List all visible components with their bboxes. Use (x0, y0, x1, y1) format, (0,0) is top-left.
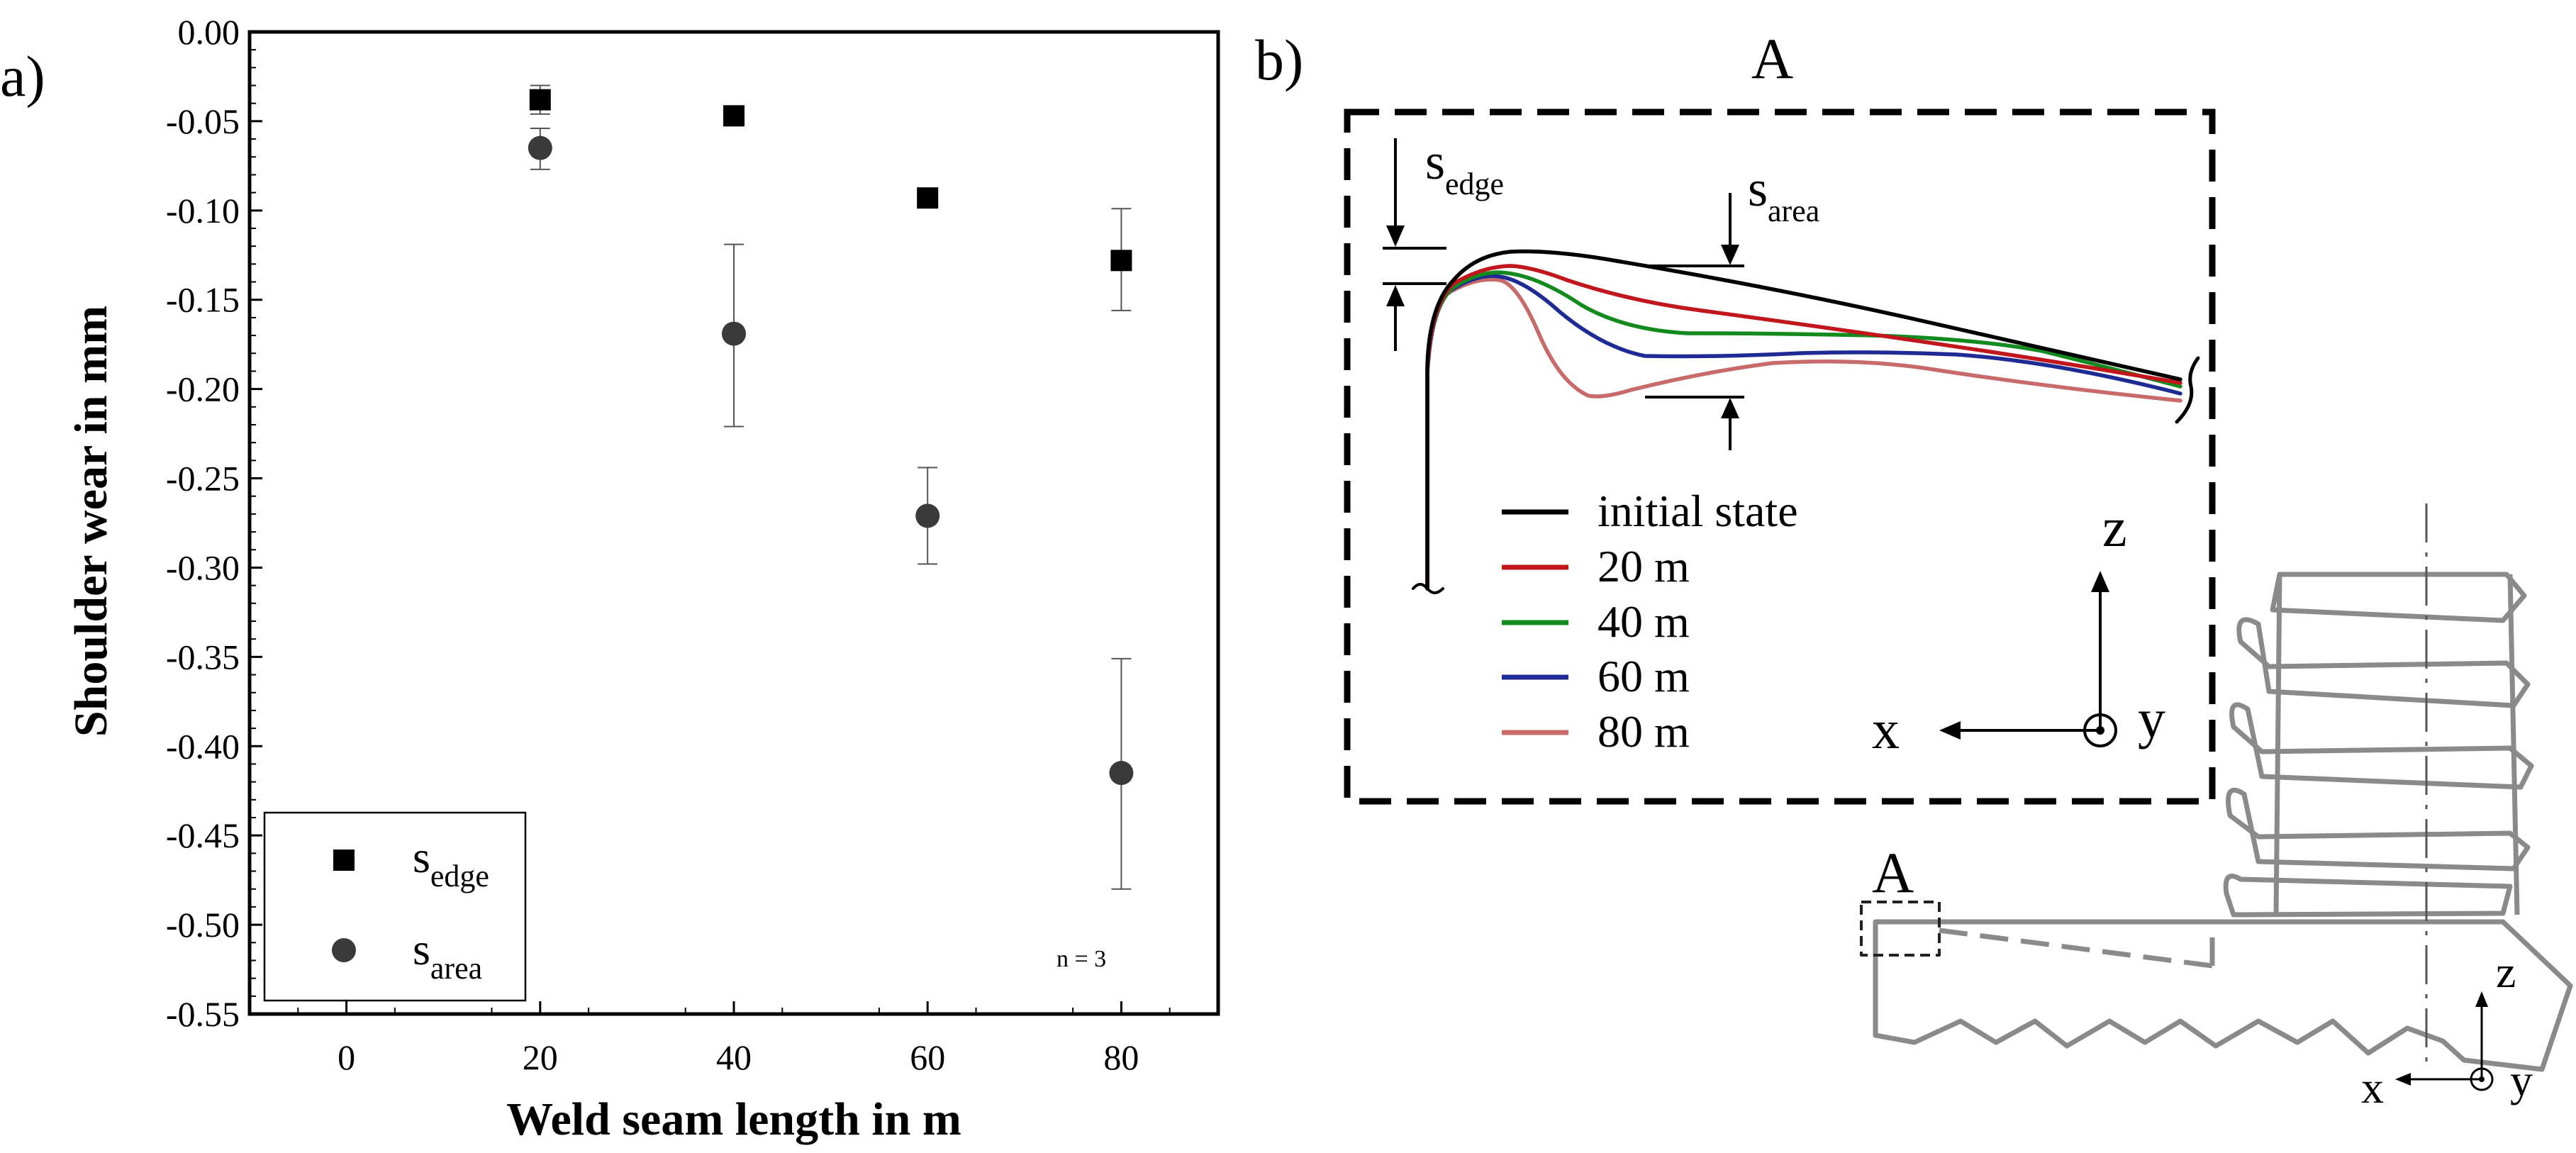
s-area-dimension (1645, 193, 1744, 450)
legend-box (263, 811, 527, 1002)
plot-frame (247, 30, 1220, 1016)
legend-label-40m: 40 m (1598, 596, 1690, 647)
y-tick-label: -0.25 (166, 459, 240, 498)
point-s_area (528, 135, 552, 160)
x-axis-label: Weld seam length in m (506, 1093, 961, 1145)
panel-b-label: b) (1255, 28, 1303, 92)
legend: sedge sarea (263, 811, 527, 1002)
legend-marker-s-area (332, 938, 356, 962)
point-s_edge (723, 105, 745, 127)
point-s_edge (917, 187, 939, 209)
y-tick-label: -0.15 (166, 280, 240, 320)
profile-20m (1425, 264, 2182, 591)
detail-ref-label: A (1872, 840, 1914, 905)
legend-label-s-edge: sedge (413, 832, 489, 893)
y-tick-label: -0.05 (166, 101, 240, 141)
y-axis-label: Shoulder wear in mm (65, 306, 117, 737)
large-axis-y-label: y (2138, 688, 2165, 750)
legend-label-60m: 60 m (1598, 651, 1690, 701)
small-axis-z-label: z (2496, 947, 2516, 997)
legend-label-20m: 20 m (1598, 541, 1690, 591)
y-tick-label: -0.50 (166, 905, 240, 945)
y-tick-label: 0.00 (178, 12, 240, 52)
detail-box (1344, 108, 2216, 805)
large-axis-x-label: x (1872, 698, 1900, 760)
shoulder-outline (1873, 919, 2573, 1072)
profile-40m (1425, 270, 2182, 591)
y-tick-label: -0.35 (166, 637, 240, 676)
y-tick-label: -0.10 (166, 191, 240, 230)
s-edge-dimension (1383, 138, 1446, 351)
y-tick-label: -0.30 (166, 547, 240, 587)
point-s_area (722, 321, 746, 346)
y-tick-label: -0.45 (166, 815, 240, 855)
small-axis-x-label: x (2361, 1062, 2384, 1113)
detail-label: A (1751, 26, 1793, 91)
legend-label-80m: 80 m (1598, 706, 1690, 757)
x-tick-label: 40 (716, 1037, 752, 1077)
break-mark-right (2175, 356, 2200, 424)
y-tick-label: -0.55 (166, 994, 240, 1034)
y-tick-label: -0.40 (166, 726, 240, 766)
point-s_edge (1110, 250, 1132, 272)
detail-a-marker (1860, 901, 1941, 957)
wear-taper-line (1939, 928, 2213, 969)
tool-cross-section (1860, 503, 2573, 1072)
x-tick-label: 60 (910, 1037, 945, 1077)
point-s_area (1109, 761, 1134, 786)
small-axis-y-label: y (2510, 1055, 2533, 1105)
large-axis-z-label: z (2102, 496, 2127, 558)
panel-a: a) Shoulder wear in mm Weld seam length … (0, 12, 1220, 1145)
probe-pins (2223, 572, 2534, 918)
s-area-label: sarea (1748, 160, 1819, 228)
sample-size-annotation: n = 3 (1056, 946, 1106, 972)
y-tick-label: -0.20 (166, 369, 240, 409)
profile-80m (1425, 277, 2182, 591)
legend-label-s-area: sarea (413, 924, 482, 986)
profile-initial-state (1425, 249, 2182, 591)
panel-b: b) A A (1255, 26, 2573, 1113)
legend-marker-s-edge (333, 850, 355, 871)
coordinate-system-large (1939, 571, 2117, 747)
wear-profiles (1412, 249, 2200, 594)
plot-area: 0.00 -0.05 -0.10 -0.15 -0.20 -0.25 -0.30 -0.35 -… (166, 12, 1171, 1077)
x-tick-label: 0 (338, 1037, 355, 1077)
point-s_edge (529, 89, 551, 111)
x-tick-label: 80 (1103, 1037, 1139, 1077)
panel-a-label: a) (0, 44, 45, 108)
x-tick-label: 20 (523, 1037, 558, 1077)
profile-legend: initial state 20 m 40 m 60 m 80 m (1502, 486, 1798, 757)
s-edge-label: sedge (1425, 133, 1504, 201)
legend-label-initial-state: initial state (1598, 486, 1798, 536)
break-mark-bottom (1412, 583, 1444, 594)
coordinate-system-small (2395, 991, 2494, 1091)
point-s_area (915, 503, 940, 528)
